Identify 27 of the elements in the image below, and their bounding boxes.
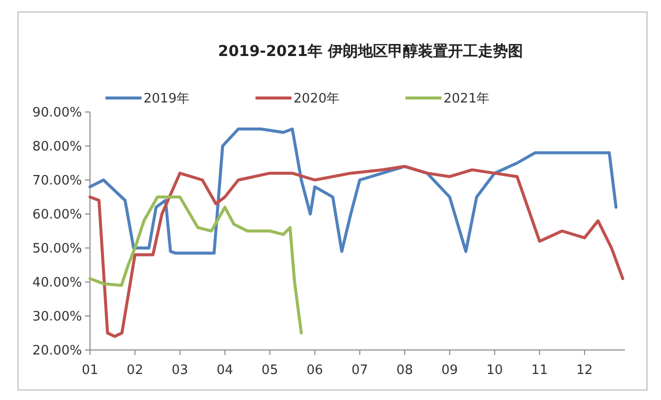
y-tick-label: 80.00% (32, 140, 82, 155)
line-series (88, 128, 618, 255)
y-tick-label: 20.00% (32, 344, 82, 359)
legend-label: 2021年 (444, 92, 490, 107)
y-tick-label: 40.00% (32, 276, 82, 291)
y-tick-label: 60.00% (32, 208, 82, 223)
x-tick-label: 12 (576, 363, 593, 378)
line-series (88, 164, 624, 338)
y-tick-label: 30.00% (32, 310, 82, 325)
x-tick-label: 04 (216, 363, 234, 378)
chart-title: 2019-2021年 伊朗地区甲醇装置开工走势图 (218, 42, 523, 60)
x-tick-label: 06 (306, 363, 324, 378)
x-tick-label: 01 (82, 363, 98, 378)
x-tick-label: 03 (172, 363, 188, 378)
y-tick-label: 90.00% (32, 106, 82, 121)
x-tick-label: 10 (486, 363, 503, 378)
legend-label: 2020年 (294, 92, 340, 107)
x-tick-label: 11 (531, 363, 548, 378)
x-tick-label: 02 (126, 363, 144, 378)
legend-label: 2019年 (144, 92, 190, 107)
x-tick-label: 09 (441, 363, 458, 378)
y-tick-label: 70.00% (32, 174, 82, 189)
x-tick-label: 05 (262, 363, 278, 378)
x-tick-label: 08 (396, 363, 413, 378)
line-series (88, 196, 303, 334)
y-tick-label: 50.00% (32, 242, 82, 257)
x-tick-label: 07 (351, 363, 368, 378)
